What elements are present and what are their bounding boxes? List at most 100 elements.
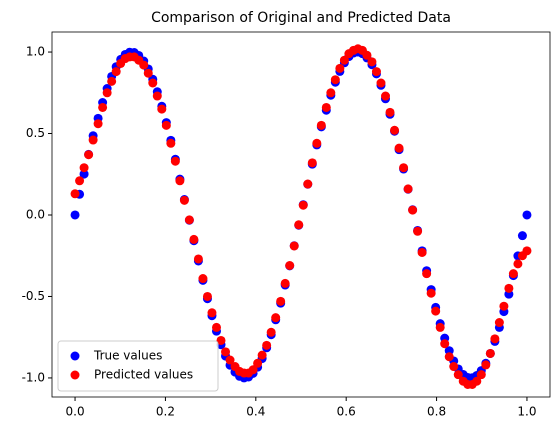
point: [88, 135, 98, 145]
point: [394, 143, 404, 153]
point: [248, 365, 258, 375]
point: [139, 60, 149, 70]
point: [298, 200, 308, 210]
point: [93, 119, 103, 129]
chart-title: Comparison of Original and Predicted Dat…: [151, 10, 451, 26]
point: [111, 67, 121, 77]
point: [504, 283, 514, 293]
point: [79, 169, 89, 179]
y-tick-label: 0.0: [26, 207, 45, 221]
x-tick-label: 0.6: [337, 405, 356, 419]
point: [280, 278, 290, 288]
point: [276, 296, 286, 306]
y-tick-label: 1.0: [26, 45, 45, 59]
point: [98, 102, 108, 112]
point: [225, 355, 235, 365]
point: [513, 259, 523, 269]
point: [189, 234, 199, 244]
y-tick-label: -0.5: [22, 289, 45, 303]
point: [381, 91, 391, 101]
point: [262, 340, 272, 350]
point: [476, 370, 486, 380]
point: [453, 370, 463, 380]
point: [385, 107, 395, 117]
point: [312, 138, 322, 148]
point: [202, 291, 212, 301]
point: [303, 179, 313, 189]
point: [481, 360, 491, 370]
x-tick-label: 0.4: [246, 405, 265, 419]
point: [517, 231, 527, 241]
point: [266, 327, 276, 337]
point: [326, 88, 336, 98]
point: [271, 313, 281, 323]
point: [79, 163, 89, 173]
point: [193, 254, 203, 264]
point: [413, 226, 423, 236]
legend-marker: [70, 351, 80, 361]
point: [84, 150, 94, 160]
point: [426, 288, 436, 298]
legend-label: True values: [93, 349, 162, 363]
x-tick-label: 0.0: [66, 405, 85, 419]
point: [70, 210, 80, 220]
point: [221, 347, 231, 357]
point: [316, 120, 326, 130]
point: [522, 246, 532, 256]
point: [431, 306, 441, 316]
point: [152, 91, 162, 101]
point: [444, 352, 454, 362]
point: [508, 269, 518, 279]
point: [390, 125, 400, 135]
point: [403, 184, 413, 194]
point: [417, 247, 427, 257]
point: [522, 210, 532, 220]
point: [285, 261, 295, 271]
x-tick-label: 0.8: [427, 405, 446, 419]
point: [107, 76, 117, 86]
point: [435, 322, 445, 332]
y-tick-label: -1.0: [22, 370, 45, 384]
point: [449, 362, 459, 372]
point: [257, 350, 267, 360]
x-tick-label: 0.2: [156, 405, 175, 419]
point: [399, 163, 409, 173]
y-tick-label: 0.5: [26, 126, 45, 140]
point: [148, 78, 158, 88]
point: [207, 308, 217, 318]
point: [408, 205, 418, 215]
point: [485, 348, 495, 358]
point: [440, 339, 450, 349]
point: [367, 57, 377, 67]
point: [289, 241, 299, 251]
point: [170, 156, 180, 166]
point: [75, 176, 85, 186]
point: [330, 75, 340, 85]
point: [321, 102, 331, 112]
point: [371, 67, 381, 77]
legend-marker: [70, 370, 80, 380]
plot-frame: [51, 31, 551, 398]
x-tick-label: 1.0: [517, 405, 536, 419]
point: [422, 269, 432, 279]
point: [184, 215, 194, 225]
point: [307, 158, 317, 168]
point: [161, 120, 171, 130]
point: [376, 78, 386, 88]
point: [102, 88, 112, 98]
point: [499, 301, 509, 311]
point: [175, 176, 185, 186]
point: [362, 50, 372, 60]
legend-box: [57, 340, 219, 392]
point: [211, 322, 221, 332]
point: [490, 334, 500, 344]
point: [335, 63, 345, 73]
point: [157, 104, 167, 114]
point: [253, 358, 263, 368]
point: [216, 335, 226, 345]
point: [294, 220, 304, 230]
point: [143, 68, 153, 78]
point: [70, 189, 80, 199]
